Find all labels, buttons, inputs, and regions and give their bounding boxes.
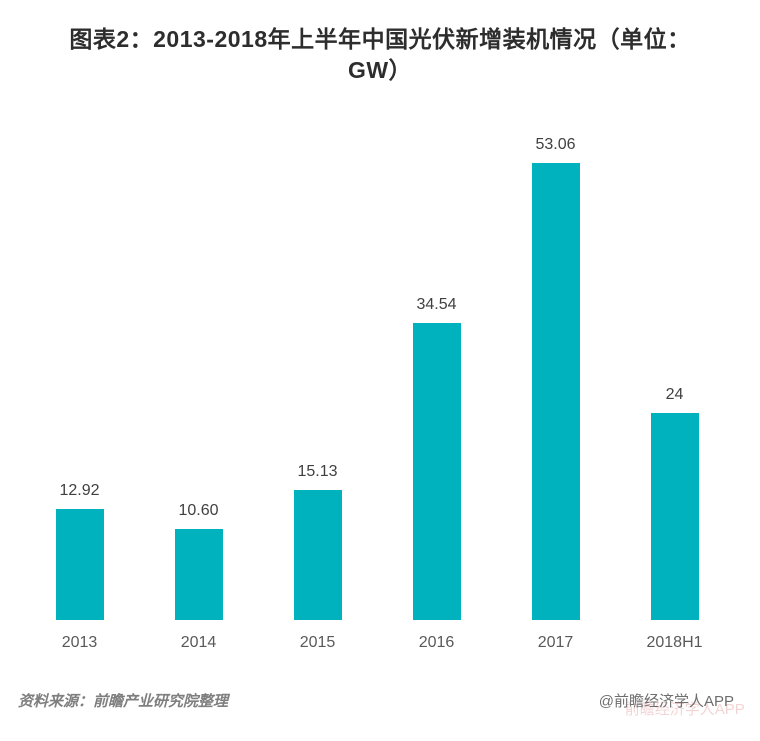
x-axis-label: 2014 bbox=[180, 634, 217, 651]
x-axis-label: 2013 bbox=[61, 634, 98, 651]
bar-value-label: 12.92 bbox=[59, 482, 100, 499]
x-axis-label: 2018H1 bbox=[646, 634, 703, 651]
x-axis-label: 2017 bbox=[537, 634, 574, 651]
bar-group: 12.92 bbox=[20, 482, 139, 620]
bar-value-label: 24 bbox=[665, 386, 684, 403]
bar bbox=[650, 413, 699, 620]
bar-group: 15.13 bbox=[258, 463, 377, 620]
x-axis-label: 2015 bbox=[299, 634, 336, 651]
x-axis-label: 2016 bbox=[418, 634, 455, 651]
bar bbox=[293, 490, 342, 620]
plot-area: 12.92 10.60 15.13 34.54 53.06 24 bbox=[20, 136, 734, 620]
chart-title: 图表2：2013-2018年上半年中国光伏新增装机情况（单位： GW） bbox=[0, 0, 760, 86]
credit: 前瞻经济学人APP @前瞻经济学人APP bbox=[598, 690, 745, 718]
bar-value-label: 53.06 bbox=[535, 136, 576, 153]
bar-group: 10.60 bbox=[139, 502, 258, 620]
footer: 资料来源：前瞻产业研究院整理 前瞻经济学人APP @前瞻经济学人APP bbox=[18, 690, 745, 718]
bar-value-label: 15.13 bbox=[297, 463, 338, 480]
bar bbox=[531, 163, 580, 620]
bar bbox=[55, 509, 104, 620]
x-axis: 2013 2014 2015 2016 2017 2018H1 bbox=[20, 620, 734, 652]
chart-title-line2: GW） bbox=[347, 57, 413, 83]
bar-group: 34.54 bbox=[377, 296, 496, 620]
bar-group: 53.06 bbox=[496, 136, 615, 620]
chart-title-line1: 图表2：2013-2018年上半年中国光伏新增装机情况（单位： bbox=[69, 26, 691, 52]
bar bbox=[412, 323, 461, 620]
credit-text: @前瞻经济学人APP bbox=[598, 693, 734, 710]
bar bbox=[174, 529, 223, 620]
source-text: 资料来源：前瞻产业研究院整理 bbox=[18, 693, 229, 710]
bar-group: 24 bbox=[615, 386, 734, 620]
bar-value-label: 34.54 bbox=[416, 296, 457, 313]
bar-value-label: 10.60 bbox=[178, 502, 219, 519]
